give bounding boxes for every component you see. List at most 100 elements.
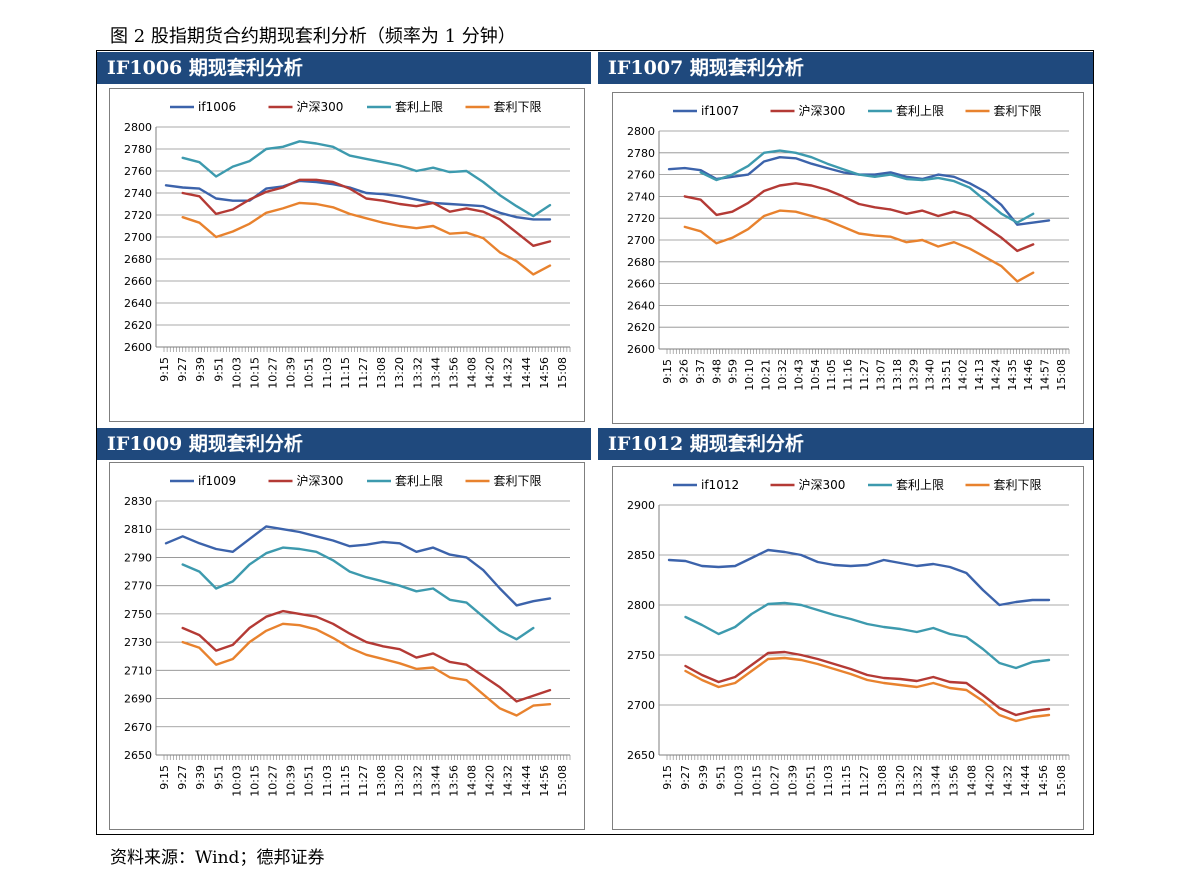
x-tick-label: 14:08 — [466, 357, 479, 389]
legend-label: 套利上限 — [395, 474, 443, 488]
x-tick-label: 14:08 — [965, 765, 978, 797]
x-tick-label: 10:10 — [743, 359, 756, 391]
x-tick-label: 14:44 — [520, 357, 533, 389]
legend-label: if1012 — [701, 478, 739, 492]
series-line — [683, 182, 1035, 253]
x-tick-label: 15:08 — [556, 357, 569, 389]
y-tick-label: 2720 — [627, 212, 655, 225]
x-tick-label: 9:48 — [710, 359, 723, 384]
x-tick-label: 9:39 — [194, 765, 207, 790]
x-tick-label: 10:51 — [804, 765, 817, 797]
legend-label: 沪深300 — [297, 474, 344, 488]
x-tick-label: 13:32 — [912, 765, 925, 797]
panel-if1006: IF1006 期现套利分析 if1006 沪深300 套利上限 套利下限 2600 262… — [97, 52, 591, 422]
panel-if1012: IF1012 期现套利分析 if1012 沪深300 套利上限 套利下限 2650 270… — [598, 428, 1093, 833]
x-tick-label: 9:27 — [176, 357, 189, 382]
y-tick-label: 2640 — [627, 299, 655, 312]
y-tick-label: 2620 — [627, 321, 655, 334]
legend-label: 沪深300 — [799, 104, 846, 118]
figure-frame — [96, 50, 1094, 835]
series-line — [684, 601, 1051, 670]
panel-title: IF1006 期现套利分析 — [97, 52, 591, 84]
x-tick-label: 13:44 — [429, 357, 442, 389]
x-tick-label: 9:15 — [158, 357, 171, 382]
legend-label: if1006 — [198, 100, 236, 114]
chart-svg: if1007 沪深300 套利上限 套利下限 2600 2620 2640 2660 2680 2… — [627, 104, 1070, 391]
legend-label: 套利上限 — [395, 100, 443, 114]
chart-svg: if1012 沪深300 套利上限 套利下限 2650 2700 2750 2800 2850 2… — [627, 478, 1070, 797]
y-tick-label: 2900 — [627, 499, 655, 512]
x-tick-label: 10:03 — [230, 357, 243, 389]
y-tick-label: 2700 — [124, 231, 152, 244]
y-tick-label: 2800 — [627, 125, 655, 138]
x-tick-label: 14:35 — [1006, 359, 1019, 391]
x-tick-label: 9:51 — [212, 357, 225, 382]
x-tick-label: 9:37 — [694, 359, 707, 384]
y-tick-label: 2720 — [124, 209, 152, 222]
panel-if1007: IF1007 期现套利分析 if1007 沪深300 套利上限 套利下限 2600 262… — [598, 52, 1093, 424]
chart-if1012: if1012 沪深300 套利上限 套利下限 2650 2700 2750 2800 2850 2… — [612, 466, 1084, 830]
legend-label: 套利下限 — [494, 100, 542, 114]
y-tick-label: 2830 — [124, 495, 152, 508]
y-tick-label: 2800 — [124, 121, 152, 134]
x-tick-label: 14:13 — [973, 359, 986, 391]
series-line — [181, 622, 552, 717]
x-tick-label: 9:15 — [661, 359, 674, 384]
panel-title: IF1007 期现套利分析 — [598, 52, 1093, 84]
x-tick-label: 10:15 — [751, 765, 764, 797]
x-tick-label: 10:15 — [248, 357, 261, 389]
series-line — [181, 609, 552, 703]
x-tick-label: 10:39 — [285, 357, 298, 389]
x-tick-label: 10:21 — [760, 359, 773, 391]
x-tick-label: 14:24 — [989, 359, 1002, 391]
chart-svg: if1009 沪深300 套利上限 套利下限 2650 2670 2690 2710 2730 2… — [124, 474, 571, 797]
x-tick-label: 13:44 — [429, 765, 442, 797]
x-tick-label: 9:51 — [715, 765, 728, 790]
y-tick-label: 2730 — [124, 636, 152, 649]
x-tick-label: 11:03 — [321, 765, 334, 797]
x-tick-label: 10:27 — [768, 765, 781, 797]
x-tick-label: 9:27 — [176, 765, 189, 790]
x-tick-label: 13:07 — [874, 359, 887, 391]
x-tick-label: 10:51 — [303, 357, 316, 389]
series-line — [667, 548, 1051, 607]
series-line — [181, 201, 552, 276]
x-tick-label: 10:39 — [285, 765, 298, 797]
x-tick-label: 11:05 — [825, 359, 838, 391]
x-tick-label: 11:15 — [840, 765, 853, 797]
figure-title: 图 2 股指期货合约期现套利分析（频率为 1 分钟） — [110, 26, 516, 47]
y-tick-label: 2770 — [124, 580, 152, 593]
x-tick-label: 13:56 — [948, 765, 961, 797]
panel-title: IF1012 期现套利分析 — [598, 428, 1093, 460]
series-line — [699, 149, 1035, 224]
chart-if1007: if1007 沪深300 套利上限 套利下限 2600 2620 2640 2660 2680 2… — [612, 92, 1084, 424]
x-tick-label: 11:03 — [321, 357, 334, 389]
y-tick-label: 2600 — [627, 343, 655, 356]
chart-if1009: if1009 沪深300 套利上限 套利下限 2650 2670 2690 2710 2730 2… — [109, 462, 585, 830]
x-tick-label: 10:51 — [303, 765, 316, 797]
y-tick-label: 2690 — [124, 693, 152, 706]
x-tick-label: 13:44 — [930, 765, 943, 797]
x-tick-label: 10:27 — [267, 357, 280, 389]
x-tick-label: 11:27 — [858, 765, 871, 797]
x-tick-label: 11:16 — [842, 359, 855, 391]
x-tick-label: 13:08 — [375, 765, 388, 797]
y-tick-label: 2810 — [124, 523, 152, 536]
x-tick-label: 14:32 — [502, 765, 515, 797]
y-tick-label: 2700 — [627, 699, 655, 712]
y-tick-label: 2600 — [124, 341, 152, 354]
legend-label: 套利下限 — [494, 474, 542, 488]
x-tick-label: 13:29 — [907, 359, 920, 391]
series-line — [684, 650, 1051, 717]
x-tick-label: 9:15 — [158, 765, 171, 790]
source-note: 资料来源：Wind；德邦证券 — [110, 848, 325, 868]
x-tick-label: 9:15 — [661, 765, 674, 790]
x-tick-label: 13:20 — [393, 765, 406, 797]
x-tick-label: 10:32 — [776, 359, 789, 391]
y-tick-label: 2750 — [627, 649, 655, 662]
series-line — [164, 179, 552, 221]
x-tick-label: 15:08 — [1055, 359, 1068, 391]
legend-label: if1009 — [198, 474, 236, 488]
y-tick-label: 2800 — [627, 599, 655, 612]
series-line — [684, 656, 1051, 723]
